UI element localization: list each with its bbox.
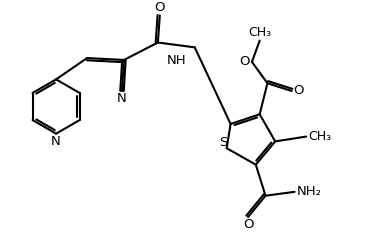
Text: CH₃: CH₃ <box>308 130 331 143</box>
Text: NH: NH <box>167 54 186 67</box>
Text: N: N <box>117 92 127 105</box>
Text: O: O <box>240 56 250 68</box>
Text: O: O <box>155 2 165 15</box>
Text: CH₃: CH₃ <box>248 26 271 39</box>
Text: O: O <box>294 84 304 98</box>
Text: NH₂: NH₂ <box>296 185 321 198</box>
Text: O: O <box>243 218 253 231</box>
Text: N: N <box>51 134 61 147</box>
Text: S: S <box>219 136 227 149</box>
